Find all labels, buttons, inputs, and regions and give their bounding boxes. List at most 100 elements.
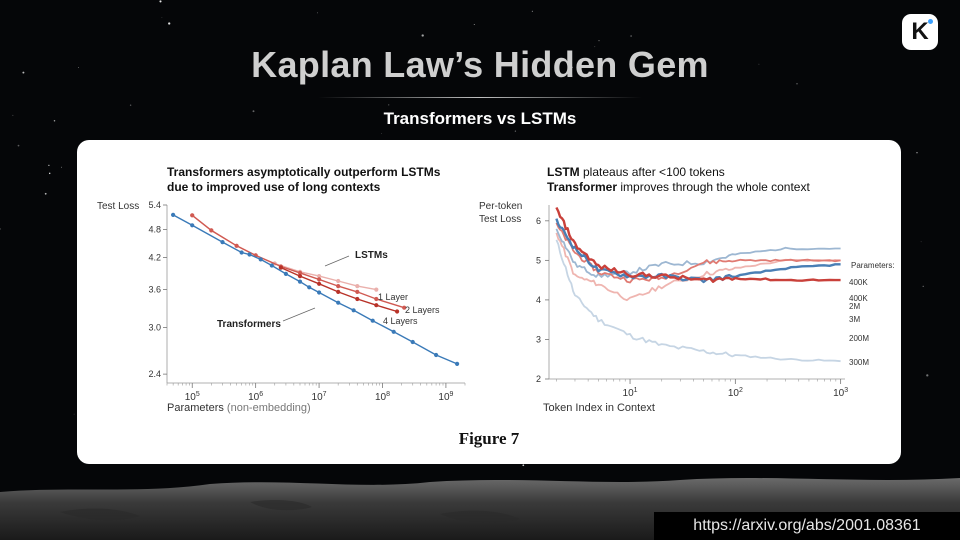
lstms-pointer [324,255,350,267]
slide-subtitle: Transformers vs LSTMs [383,109,577,128]
star [48,164,50,166]
x-tick-label: 109 [438,391,453,403]
x-tick-label: 108 [375,391,390,403]
star [168,22,171,25]
lstm-1-layer-series-point [336,278,341,284]
left-panel-title: Transformers asymptotically outperform L… [167,165,440,195]
lstm-4-layers-series-point [374,303,379,308]
star [514,130,517,132]
x-tick-label: 106 [248,391,263,403]
x-axis-label: Parameters (non-embedding) [167,402,311,414]
x-tick-label: 103 [833,387,848,399]
right-title-line2-rest: improves through the whole context [617,180,810,194]
logo-dot [928,19,933,24]
star [17,144,20,147]
lstm-2-layers-label: 2 Layers [405,305,440,315]
right-title-line2-bold: Transformer [547,180,618,194]
star [381,133,383,134]
left-title-line2: due to improved use of long contexts [167,180,381,194]
x-tick-label: 107 [312,391,327,403]
transformers-series-point [370,318,375,323]
star [922,285,924,287]
transformers-series-point [351,308,356,313]
legend-label-400k: 400K [849,278,868,287]
right-panel-title: LSTM plateaus after <100 tokens Transfor… [547,165,810,195]
legend-label-2m: 2M [849,302,860,311]
star [159,0,162,3]
lstm-1-layer-label: 1 Layer [378,292,408,302]
lstm-400k-curve [555,206,841,284]
star [77,67,79,69]
legend-label-200m: 200M [849,334,869,343]
star [473,23,475,26]
y-axis-label-line1: Per-token [479,201,522,212]
star [531,10,533,12]
lstm-1-layer-series-point [355,284,360,289]
transformers-series-point [269,263,274,268]
figure-card: Transformers asymptotically outperform L… [77,140,901,464]
star [48,172,51,175]
star [22,71,25,74]
star [443,72,445,75]
logo-letter: K [911,18,929,45]
y-tick-label: 2 [536,374,541,384]
lstm-200m-curve [555,232,841,302]
star [53,119,56,122]
transformers-annotation: Transformers [217,319,281,330]
transformers-series-point [283,271,288,276]
lstm-4-layers-series-point [297,274,303,279]
transformers-series-point [171,212,176,217]
lstm-4-layers-series-point [395,309,400,314]
y-axis-label: Test Loss [97,201,139,212]
brand-logo: K [902,14,938,50]
source-url[interactable]: https://arxiv.org/abs/2001.08361 [654,512,960,540]
slide-title: Kaplan Law’s Hidden Gem [251,44,709,85]
star [594,46,596,48]
x-tick-label: 102 [728,387,743,399]
legend-label-300m: 300M [849,358,869,367]
star [44,192,47,195]
transformers-series-point [391,329,396,334]
title-divider [318,97,642,98]
y-tick-label: 3 [536,334,541,344]
transformers-series-point [434,352,439,358]
lstm-2m-curve [555,222,841,284]
star [644,73,646,75]
transformers-series-point [297,279,303,284]
lstm-2-layers-series-point [297,270,303,275]
transformer-300m-curve [555,239,841,363]
right-title-line1-bold: LSTM [547,165,580,179]
transformers-series-point [258,257,263,262]
star [796,83,798,85]
x-tick-label: 105 [185,391,200,403]
star [129,104,132,106]
star [12,114,14,116]
lstm-1-layer-series-point [317,274,322,279]
lstm-1-layer-series-point [374,287,379,292]
transformers-series-point [410,339,415,345]
right-chart: 101 102 103 2 3 4 5 6 Per-token Test Loss Token In… [479,201,895,414]
lstm-2-layers-series-point [317,277,322,282]
x-tick-label: 101 [623,387,638,399]
star [920,241,922,243]
transformers-series-point [239,250,244,255]
transformers-series-point [307,285,312,290]
left-chart: 105 106 107 108 109 2.4 3.0 3.6 4.2 4.8 5.4 Test Lo… [97,200,466,414]
star [388,104,390,106]
star [522,464,525,467]
star [252,110,255,113]
lstm-4-layers-label: 4 Layers [383,316,418,326]
lstm-2-layers-series-point [374,296,379,302]
y-axis-label-line2: Test Loss [479,214,521,225]
legend-label-3m: 3M [849,315,860,324]
transformers-series-point [220,240,225,245]
star [445,117,448,120]
lstm-4-layers-series-line [280,266,398,313]
lstm-2-layers-series-point [190,213,195,218]
star [598,39,600,42]
transformers-series-point [190,223,195,228]
lstm-4-layers-series-point [336,289,341,294]
star [631,71,634,74]
star [317,12,318,14]
moon-craters [60,499,520,523]
